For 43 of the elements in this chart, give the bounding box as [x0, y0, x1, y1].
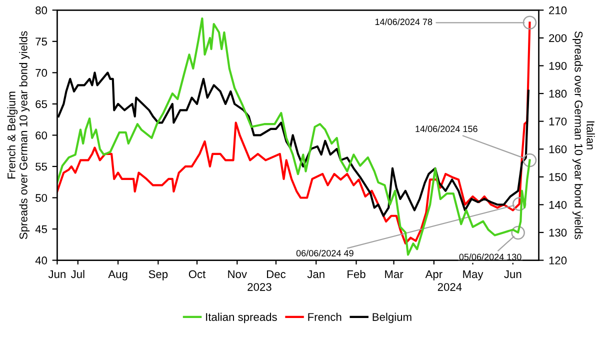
legend-label: Belgium: [372, 312, 412, 324]
y-tick-label: 45: [35, 225, 48, 234]
x-tick-label: Jul: [70, 270, 84, 278]
y2-tick-label: 190: [549, 62, 567, 70]
y-tick-label: 50: [36, 194, 48, 202]
y-tick-label: 60: [36, 131, 48, 140]
x-tick-label: Dec: [267, 270, 286, 278]
y2-tick-label: 130: [549, 228, 567, 237]
x-tick-label: Jan: [307, 270, 324, 278]
y2-tick-label: 140: [549, 200, 567, 209]
y2-tick-label: 210: [549, 6, 567, 14]
x-tick-label: Jun: [48, 270, 66, 278]
text: 2024: [438, 283, 462, 291]
y2-tick-label: 200: [549, 34, 567, 42]
x-tick-label: Feb: [348, 270, 366, 278]
y-tick-label: 40: [35, 256, 48, 264]
y-tick-label: 65: [36, 100, 48, 108]
annotation: 05/06/2024 130: [459, 254, 522, 260]
x-tick-label: Oct: [188, 270, 206, 278]
y-tick-label: 80: [36, 6, 48, 14]
annotation: 06/06/2024 49: [296, 250, 354, 256]
legend-label: Italian spreads: [206, 312, 277, 324]
y2-tick-label: 150: [549, 173, 567, 182]
y2-axis-title: Italian Spreads over German 10 year bond yields: [572, 31, 595, 240]
y-tick-label: 55: [36, 162, 48, 171]
x-tick-label: Mar: [385, 270, 404, 278]
y2-tick-label: 120: [549, 256, 567, 264]
x-tick-label: Apr: [425, 270, 442, 280]
x-tick-label: Nov: [228, 270, 247, 278]
y2-tick-label: 170: [549, 118, 567, 126]
annotation: 14/06/2024 78: [375, 18, 432, 26]
y2-tick-label: 180: [549, 90, 567, 98]
y2-tick-label: 160: [549, 145, 567, 154]
y-tick-label: 75: [36, 38, 48, 46]
legend-label: French: [308, 312, 342, 321]
x-tick-label: Sep: [148, 270, 168, 280]
annotation: 14/06/2024 156: [416, 125, 478, 132]
y-tick-label: 70: [36, 68, 48, 77]
y-axis-title: French & Belgium Spreads over German 10 year bond yields: [7, 31, 30, 240]
x-tick-label: Jun: [504, 270, 522, 278]
x-tick-label: Aug: [108, 270, 128, 280]
text: 2023: [248, 283, 272, 291]
x-tick-label: May: [463, 270, 484, 280]
